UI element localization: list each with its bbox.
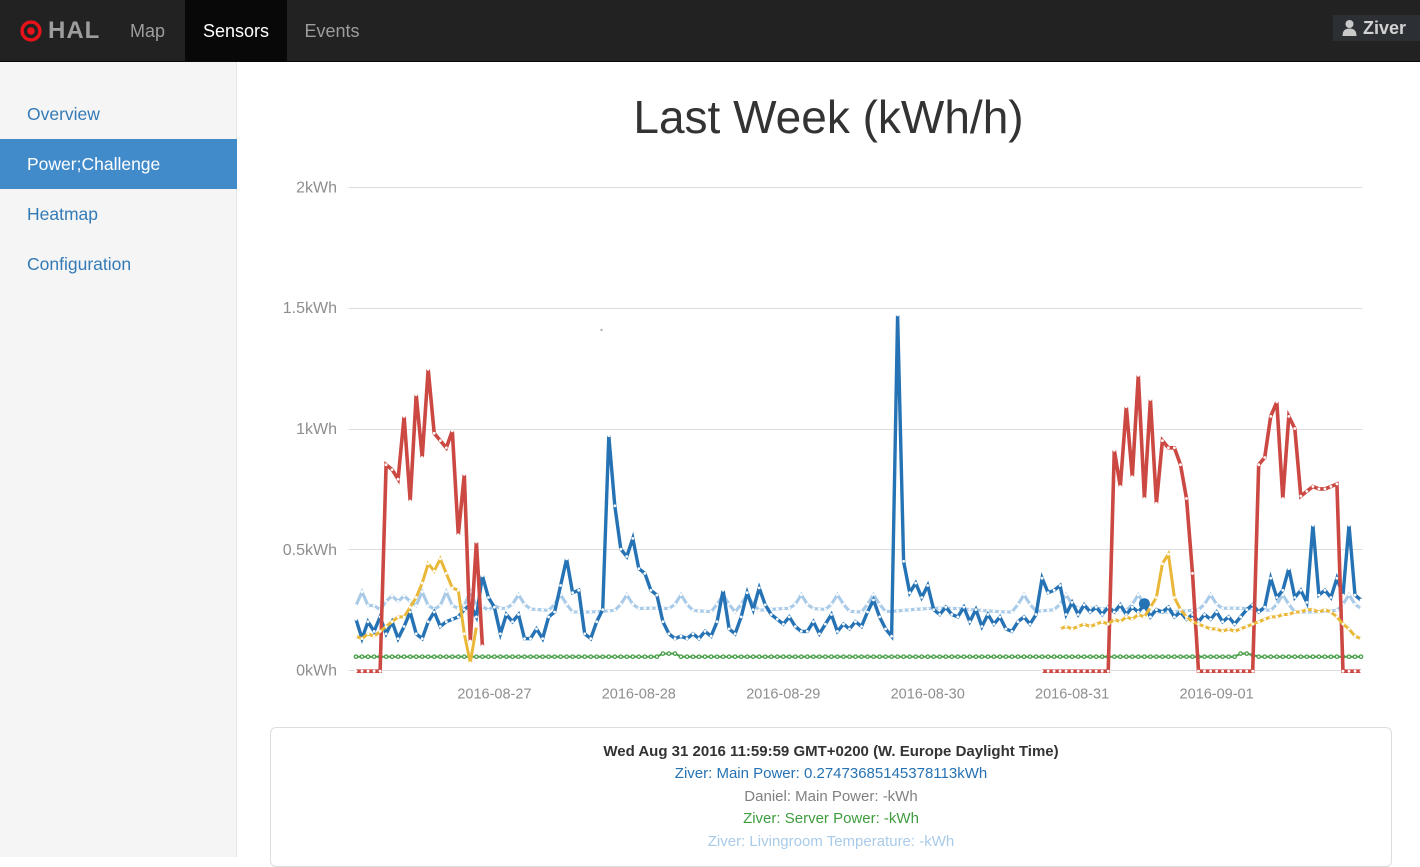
svg-text:2016-08-28: 2016-08-28 [602, 687, 676, 703]
svg-text:1.5kWh: 1.5kWh [283, 300, 337, 317]
svg-text:2016-08-31: 2016-08-31 [1035, 687, 1109, 703]
svg-text:2016-09-01: 2016-09-01 [1180, 687, 1254, 703]
svg-text:2016-08-27: 2016-08-27 [457, 687, 531, 703]
svg-text:2016-08-30: 2016-08-30 [891, 687, 965, 703]
svg-text:0kWh: 0kWh [296, 663, 337, 680]
svg-text:2kWh: 2kWh [296, 180, 337, 197]
svg-text:1kWh: 1kWh [296, 421, 337, 438]
svg-text:2016-08-29: 2016-08-29 [746, 687, 820, 703]
svg-text:0.5kWh: 0.5kWh [283, 542, 337, 559]
